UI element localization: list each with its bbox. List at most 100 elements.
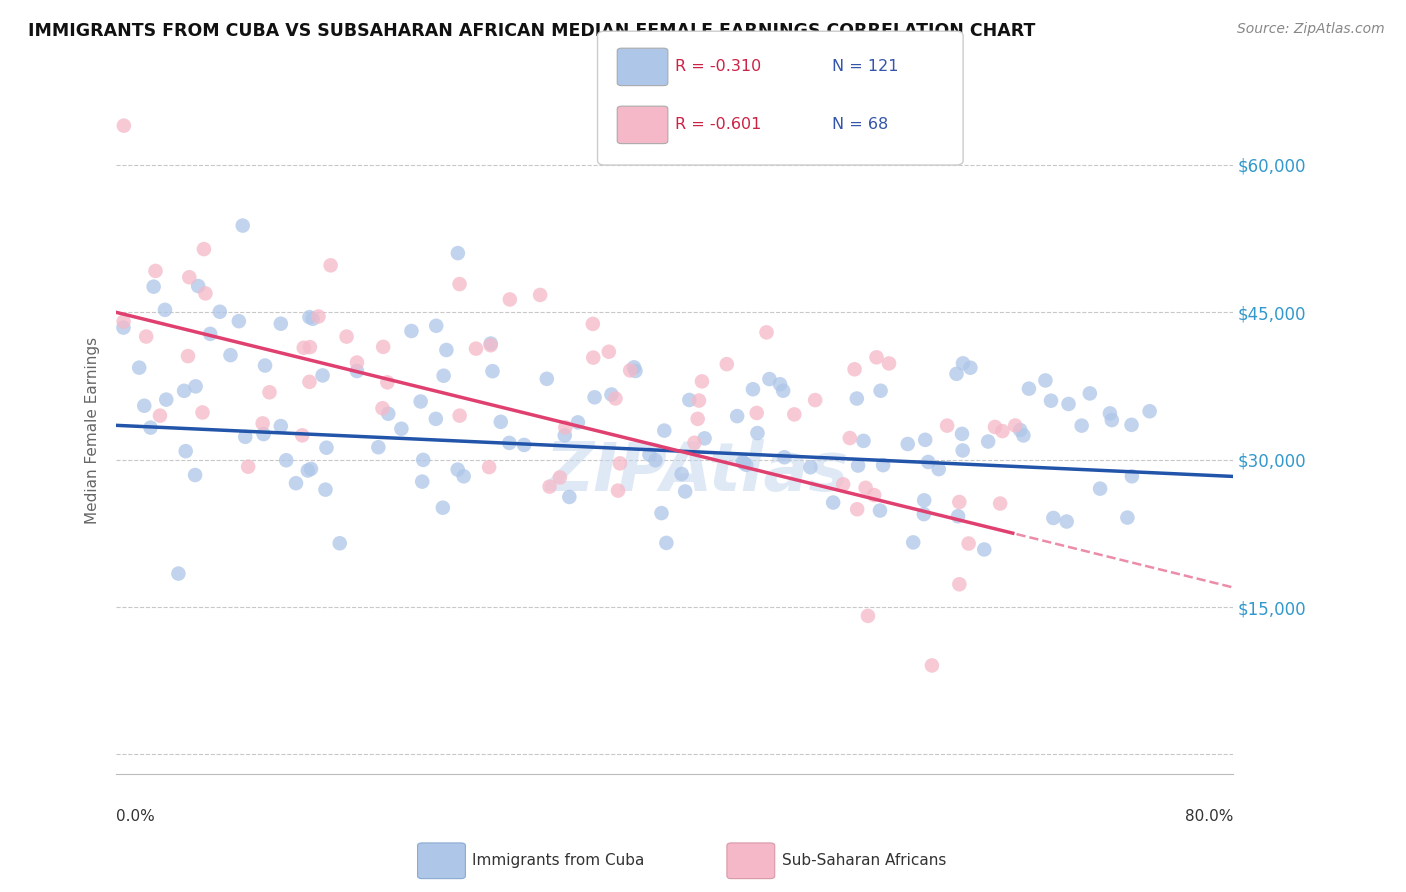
Point bbox=[155, 392, 177, 407]
Point bbox=[758, 372, 780, 386]
Point bbox=[219, 348, 242, 362]
Point bbox=[228, 314, 250, 328]
Point bbox=[285, 476, 308, 491]
Point bbox=[128, 360, 150, 375]
Point bbox=[991, 424, 1014, 438]
Point bbox=[232, 219, 254, 233]
Point bbox=[184, 379, 207, 393]
Point bbox=[688, 393, 710, 408]
Point bbox=[917, 455, 939, 469]
Point bbox=[298, 340, 321, 354]
Point bbox=[952, 356, 974, 370]
Point bbox=[319, 258, 342, 272]
Point bbox=[499, 293, 522, 307]
Point bbox=[554, 420, 576, 434]
Point bbox=[832, 477, 855, 491]
Point bbox=[401, 324, 423, 338]
Point bbox=[434, 343, 457, 357]
Point bbox=[149, 409, 172, 423]
Point bbox=[479, 336, 502, 351]
Point bbox=[1121, 469, 1143, 483]
Point bbox=[686, 412, 709, 426]
Point bbox=[335, 329, 357, 343]
Point bbox=[311, 368, 333, 383]
Point bbox=[609, 456, 631, 470]
Point bbox=[548, 470, 571, 484]
Point bbox=[465, 342, 488, 356]
Point bbox=[134, 399, 156, 413]
Point bbox=[184, 468, 207, 483]
Point bbox=[823, 495, 845, 509]
Point bbox=[1018, 382, 1040, 396]
Point bbox=[307, 310, 329, 324]
Point bbox=[453, 469, 475, 483]
Point bbox=[731, 455, 754, 469]
Point bbox=[652, 424, 675, 438]
Point bbox=[772, 384, 794, 398]
Point bbox=[583, 390, 606, 404]
Point bbox=[952, 443, 974, 458]
Point bbox=[921, 658, 943, 673]
Point bbox=[208, 305, 231, 319]
Point bbox=[1057, 397, 1080, 411]
Point bbox=[112, 119, 135, 133]
Point bbox=[449, 409, 471, 423]
Point bbox=[536, 372, 558, 386]
Text: Source: ZipAtlas.com: Source: ZipAtlas.com bbox=[1237, 22, 1385, 37]
Point bbox=[582, 351, 605, 365]
Point bbox=[852, 434, 875, 448]
Point bbox=[600, 387, 623, 401]
Point bbox=[187, 279, 209, 293]
Point bbox=[367, 440, 389, 454]
Point bbox=[299, 462, 322, 476]
Point bbox=[607, 483, 630, 498]
Point bbox=[174, 444, 197, 458]
Point bbox=[1139, 404, 1161, 418]
Text: R = -0.310: R = -0.310 bbox=[675, 60, 761, 74]
Point bbox=[1035, 373, 1057, 387]
Point bbox=[973, 542, 995, 557]
Point bbox=[959, 360, 981, 375]
Point bbox=[598, 344, 620, 359]
Point bbox=[799, 460, 821, 475]
Point bbox=[377, 407, 399, 421]
Point bbox=[605, 392, 627, 406]
Point bbox=[1070, 418, 1092, 433]
Point bbox=[863, 488, 886, 502]
Point bbox=[678, 392, 700, 407]
Point bbox=[928, 462, 950, 476]
Text: Immigrants from Cuba: Immigrants from Cuba bbox=[472, 854, 645, 868]
Point bbox=[252, 427, 274, 442]
Point bbox=[673, 484, 696, 499]
Point bbox=[1121, 417, 1143, 432]
Point bbox=[644, 453, 666, 467]
Point bbox=[1042, 511, 1064, 525]
Point bbox=[977, 434, 1000, 449]
Point bbox=[733, 456, 755, 470]
Point bbox=[567, 416, 589, 430]
Point bbox=[489, 415, 512, 429]
Point bbox=[554, 428, 576, 442]
Point bbox=[988, 497, 1011, 511]
Point bbox=[433, 368, 456, 383]
Point bbox=[838, 431, 860, 445]
Point bbox=[747, 425, 769, 440]
Point bbox=[142, 279, 165, 293]
Point bbox=[945, 367, 967, 381]
Point bbox=[412, 453, 434, 467]
Point bbox=[869, 503, 891, 517]
Point bbox=[957, 536, 980, 550]
Point bbox=[903, 535, 925, 549]
Point bbox=[478, 460, 501, 475]
Point bbox=[869, 384, 891, 398]
Point bbox=[638, 448, 661, 462]
Point bbox=[846, 458, 869, 473]
Point bbox=[845, 392, 868, 406]
Point bbox=[236, 459, 259, 474]
Point bbox=[167, 566, 190, 581]
Point bbox=[329, 536, 352, 550]
Point bbox=[1116, 510, 1139, 524]
Point bbox=[301, 311, 323, 326]
Point bbox=[529, 288, 551, 302]
Point bbox=[371, 401, 394, 416]
